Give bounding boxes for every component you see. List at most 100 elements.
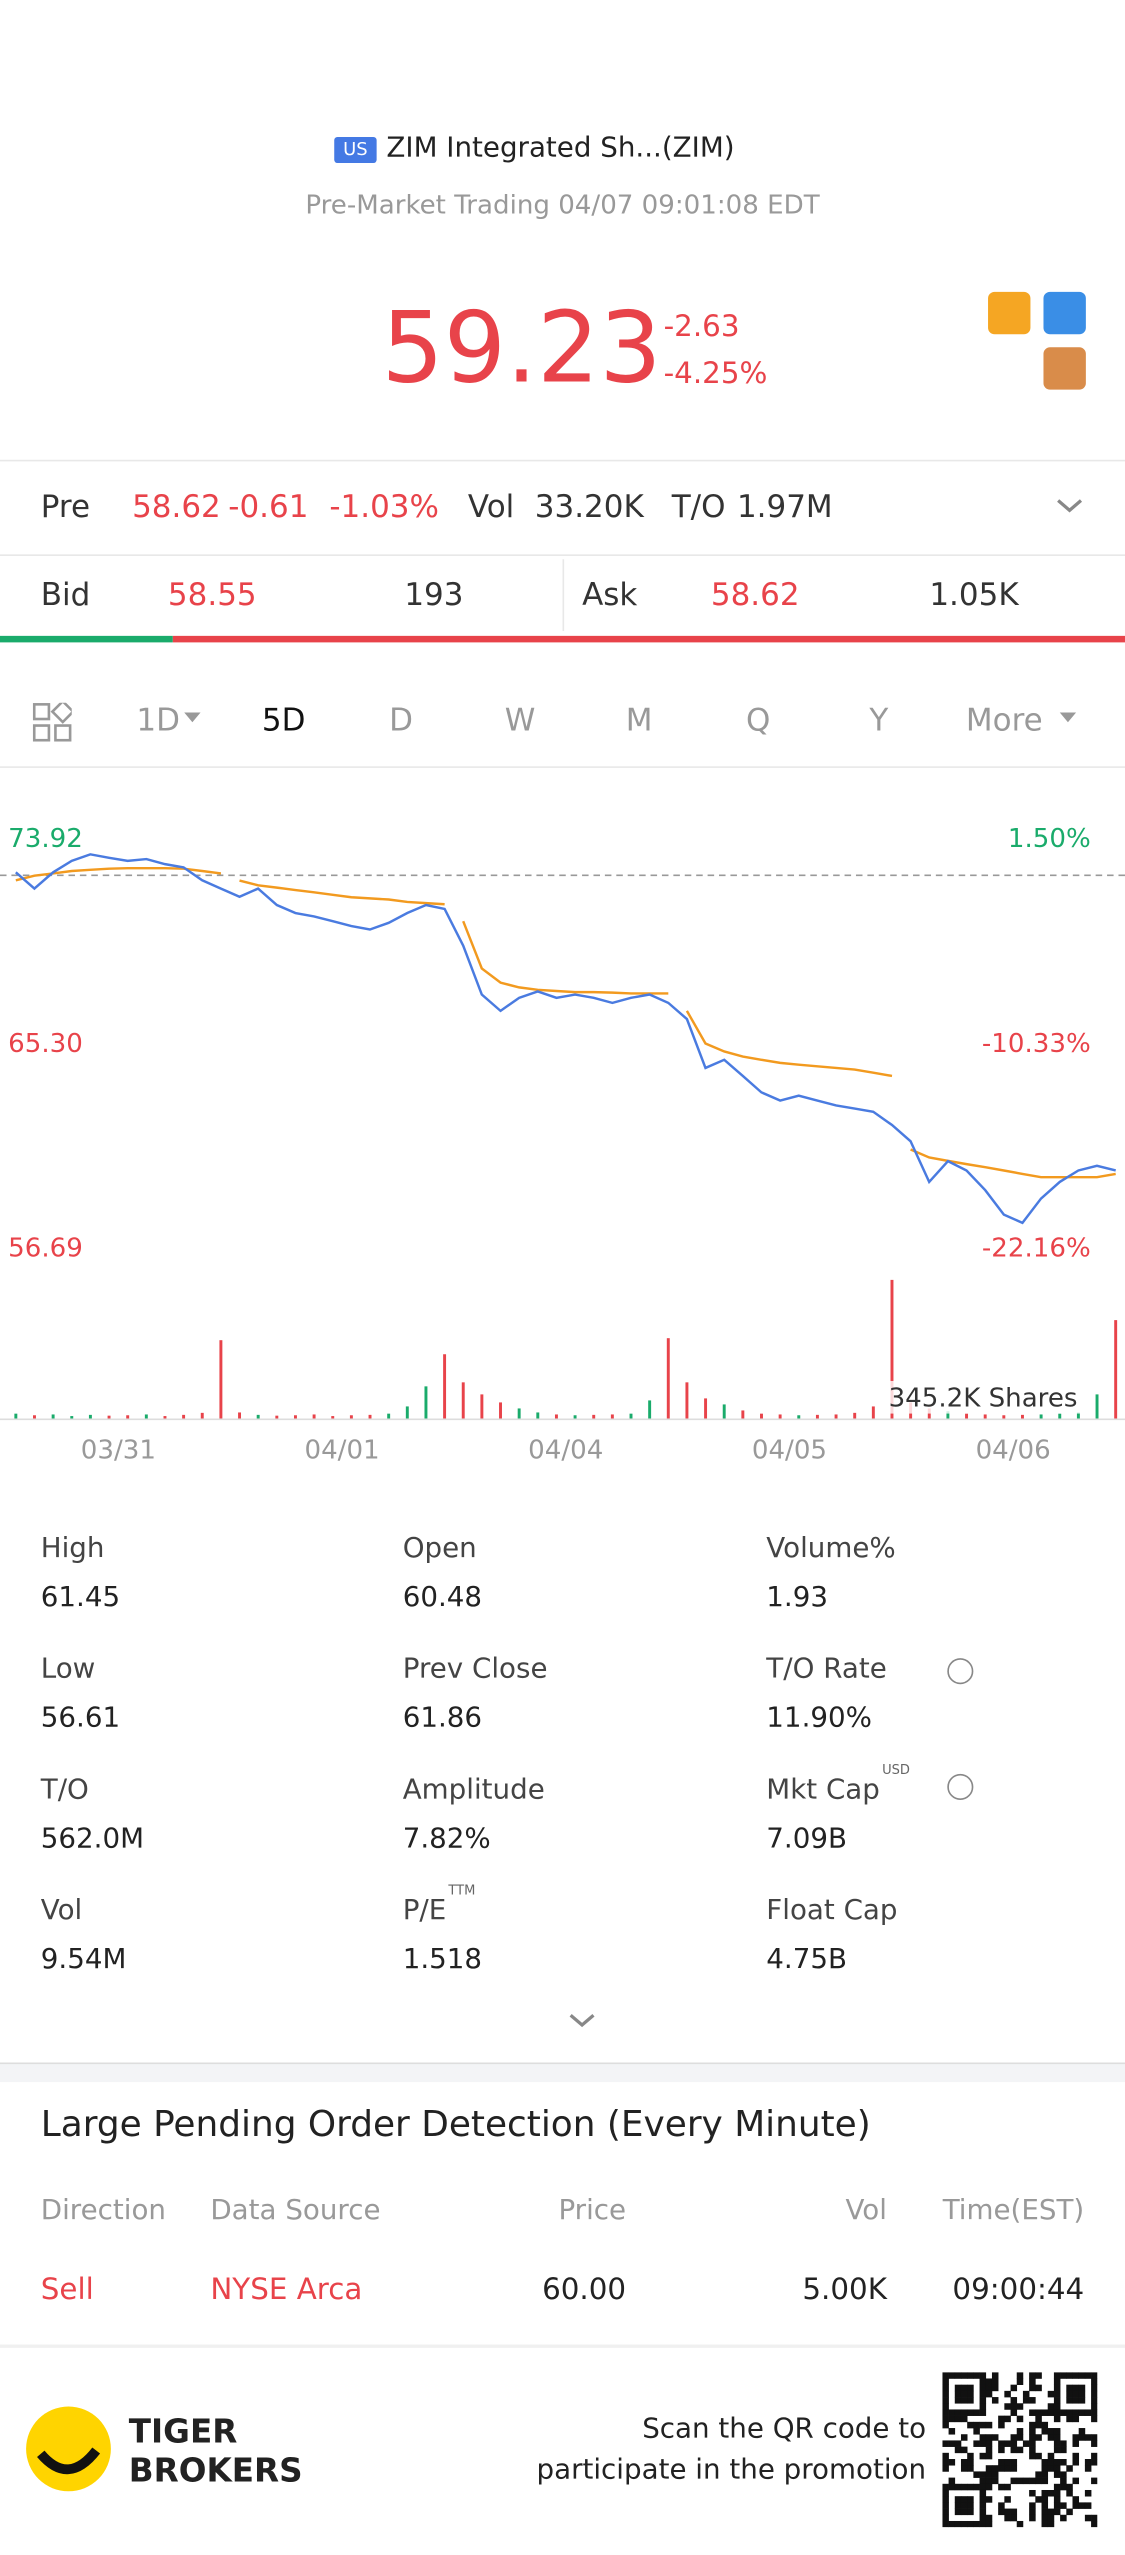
bid-bar	[0, 635, 173, 643]
qr-cell	[998, 2440, 1005, 2447]
info-icon[interactable]	[947, 1658, 974, 1685]
tab[interactable]: Y	[869, 702, 889, 739]
volume-bar	[983, 1414, 987, 1419]
qr-cell	[1053, 2440, 1061, 2447]
volume-bar	[722, 1404, 726, 1419]
stat-value: 56.61	[40, 1702, 121, 1735]
qr-cell	[1084, 2489, 1092, 2497]
layout-icon[interactable]	[32, 702, 72, 742]
more-chevron[interactable]	[567, 2010, 596, 2030]
qr-cell	[967, 2520, 974, 2528]
qr-cell	[1066, 2508, 1073, 2516]
qr-cell	[1060, 2440, 1067, 2447]
qr-cell	[954, 2409, 962, 2416]
icon[interactable]	[1043, 347, 1086, 390]
stat-superscript: TTM	[448, 1883, 476, 1898]
qr-cell	[985, 2421, 993, 2429]
qr-cell	[942, 2489, 949, 2497]
qr-cell	[967, 2452, 974, 2460]
qr-cell	[954, 2397, 962, 2404]
table-header: Direction	[40, 2194, 166, 2228]
brand-logo	[26, 2406, 111, 2492]
tab[interactable]: 5D	[261, 702, 306, 739]
qr-cell	[942, 2390, 949, 2398]
tab[interactable]: M	[625, 702, 653, 739]
tab[interactable]: Q	[745, 702, 771, 739]
qr-cell	[979, 2452, 987, 2460]
qr-cell	[985, 2477, 993, 2485]
volume-bar	[834, 1414, 838, 1419]
qr-cell	[967, 2372, 974, 2379]
qr-cell	[960, 2415, 968, 2423]
icon[interactable]	[1043, 291, 1086, 335]
qr-cell	[1047, 2459, 1055, 2466]
qr-cell	[973, 2520, 980, 2528]
qr-cell	[1047, 2489, 1055, 2497]
qr-cell	[1060, 2372, 1067, 2379]
qr-cell	[1029, 2397, 1036, 2404]
table-cell: 60.00	[542, 2272, 627, 2308]
dropdown-arrow	[1059, 712, 1077, 723]
qr-cell	[954, 2496, 962, 2503]
qr-cell	[967, 2397, 974, 2404]
qr-cell	[985, 2465, 993, 2472]
qr-cell	[1004, 2459, 1011, 2466]
qr-cell	[1078, 2397, 1086, 2404]
price-line	[15, 866, 1116, 1179]
qr-cell	[1047, 2403, 1055, 2410]
volume-bar	[1058, 1413, 1062, 1419]
qr-cell	[1078, 2434, 1086, 2441]
qr-cell	[1060, 2471, 1067, 2478]
qr-cell	[1016, 2520, 1024, 2528]
promo-line: participate in the promotion	[536, 2453, 927, 2487]
qr-cell	[942, 2415, 949, 2423]
qr-cell	[979, 2434, 987, 2441]
qr-cell	[1084, 2409, 1092, 2416]
qr-cell	[1091, 2378, 1098, 2385]
volume-bar	[517, 1408, 521, 1419]
qr-cell	[1091, 2459, 1098, 2466]
volume-bar	[163, 1416, 167, 1419]
volume-bar	[1114, 1320, 1118, 1419]
qr-cell	[1047, 2508, 1055, 2516]
qr-cell	[1035, 2477, 1042, 2485]
icon[interactable]	[988, 291, 1031, 335]
qr-cell	[973, 2440, 980, 2447]
stat-value: 1.93	[766, 1581, 829, 1615]
qr-cell	[960, 2483, 968, 2491]
change: -2.63	[663, 309, 740, 345]
qr-cell	[1072, 2384, 1080, 2392]
qr-code[interactable]	[942, 2372, 1098, 2528]
qr-cell	[1010, 2508, 1018, 2516]
info-icon[interactable]	[947, 1773, 974, 1800]
qr-cell	[1091, 2415, 1098, 2423]
tab[interactable]: 1D	[136, 702, 180, 739]
qr-cell	[1016, 2446, 1024, 2454]
qr-cell	[979, 2508, 987, 2516]
qr-cell	[960, 2446, 968, 2454]
ask-label: Ask	[582, 577, 638, 614]
qr-cell	[1035, 2372, 1042, 2379]
qr-cell	[1004, 2483, 1011, 2491]
stock-title[interactable]: ZIM Integrated Sh...(ZIM)	[386, 132, 735, 165]
tab[interactable]: More	[965, 702, 1043, 739]
qr-cell	[1072, 2440, 1080, 2447]
volume-bar	[648, 1400, 652, 1419]
qr-cell	[942, 2403, 949, 2410]
volume-bar	[51, 1414, 55, 1419]
qr-cell	[954, 2415, 962, 2423]
table-header: Vol	[845, 2194, 887, 2228]
qr-cell	[1010, 2440, 1018, 2447]
section-gap	[0, 2062, 1125, 2083]
divider	[0, 459, 1125, 462]
stat-label: Prev Close	[402, 1653, 548, 1686]
qr-cell	[1091, 2409, 1098, 2416]
tab[interactable]: W	[504, 702, 536, 739]
qr-cell	[1041, 2520, 1049, 2528]
qr-cell	[1041, 2459, 1049, 2466]
qr-cell	[985, 2483, 993, 2491]
tab[interactable]: D	[389, 702, 414, 739]
expand-chevron[interactable]	[1055, 496, 1084, 516]
qr-cell	[1010, 2459, 1018, 2466]
qr-cell	[942, 2372, 949, 2379]
